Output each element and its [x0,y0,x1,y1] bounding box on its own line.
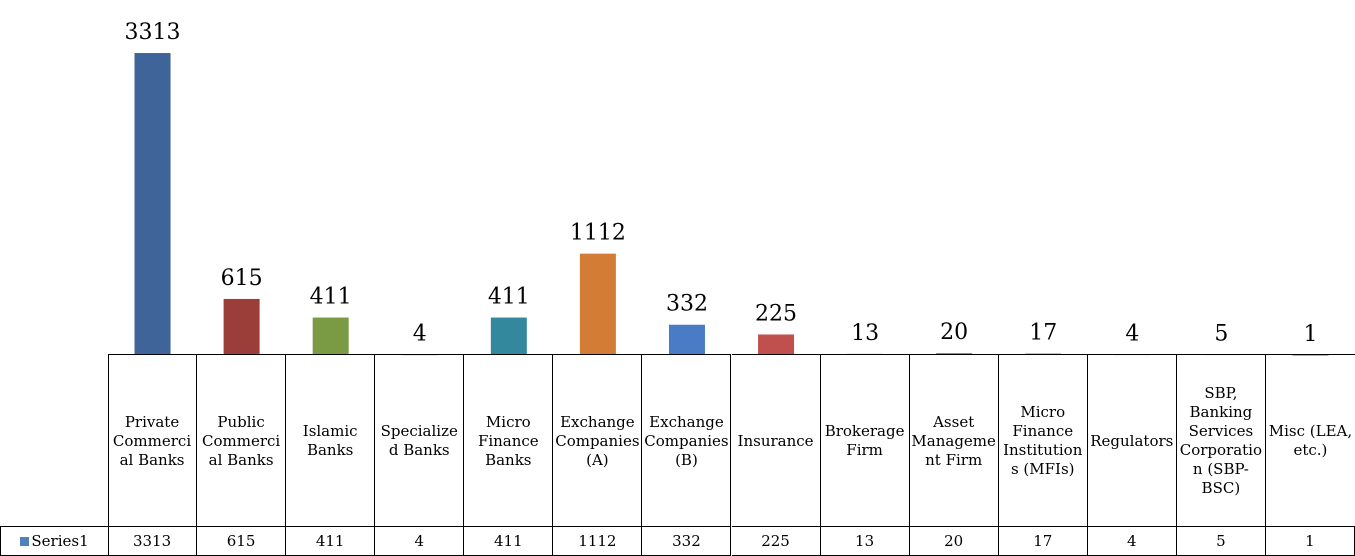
data-label: 411 [488,285,530,310]
category-label: Specialized Banks [375,354,465,527]
category-label: Asset Management Firm [909,354,999,527]
chart: 3313 615 411 4 411 1112 332 225 13 20 17 4 5 1 [125,20,1329,356]
data-label: 1112 [570,221,626,246]
table-value: 20 [909,526,999,556]
category-label: Exchange Companies (B) [642,354,732,527]
table-value: 1 [1265,526,1355,556]
legend-label: Series1 [31,531,89,550]
table-value: 332 [642,526,732,556]
category-label: Brokerage Firm [820,354,910,527]
category-label: SBP, Banking Services Corporation (SBP-B… [1176,354,1266,527]
data-label: 13 [851,321,879,346]
table-value: 3313 [108,526,198,556]
data-label: 225 [755,301,797,326]
table-left-border [108,354,109,527]
table-value: 411 [464,526,554,556]
table-value: 4 [1087,526,1177,556]
table-value: 13 [820,526,910,556]
table-value: 17 [998,526,1088,556]
category-label: Private Commercial Banks [108,354,198,527]
data-label: 615 [221,266,263,291]
bar [223,298,260,355]
category-label: Misc (LEA, etc.) [1265,354,1355,527]
category-label: Micro Finance Institutions (MFIs) [998,354,1088,527]
category-label: Public Commercial Banks [197,354,287,527]
category-label: Exchange Companies (A) [553,354,643,527]
bar [134,53,171,356]
category-label: Insurance [731,354,821,527]
category-label: Micro Finance Banks [464,354,554,527]
table-value: 615 [197,526,287,556]
data-label: 4 [1125,322,1139,347]
category-label: Islamic Banks [286,354,376,527]
bar [490,317,527,355]
legend-cell: Series1 [0,526,109,556]
bar [312,317,349,355]
data-label: 4 [413,322,427,347]
data-label: 17 [1029,320,1057,345]
category-label: Regulators [1087,354,1177,527]
data-label: 3313 [125,20,181,45]
data-label: 411 [310,285,352,310]
bar [758,334,795,355]
table-value: 1112 [553,526,643,556]
table-value: 411 [286,526,376,556]
data-label: 20 [940,320,968,345]
data-label: 1 [1303,322,1317,347]
table-value: 225 [731,526,821,556]
bar [579,253,616,355]
table-value: 5 [1176,526,1266,556]
bar [1292,354,1329,356]
table-value: 4 [375,526,465,556]
data-label: 5 [1214,322,1228,347]
data-label: 332 [666,292,708,317]
bar [668,324,705,355]
legend-key [20,536,30,546]
